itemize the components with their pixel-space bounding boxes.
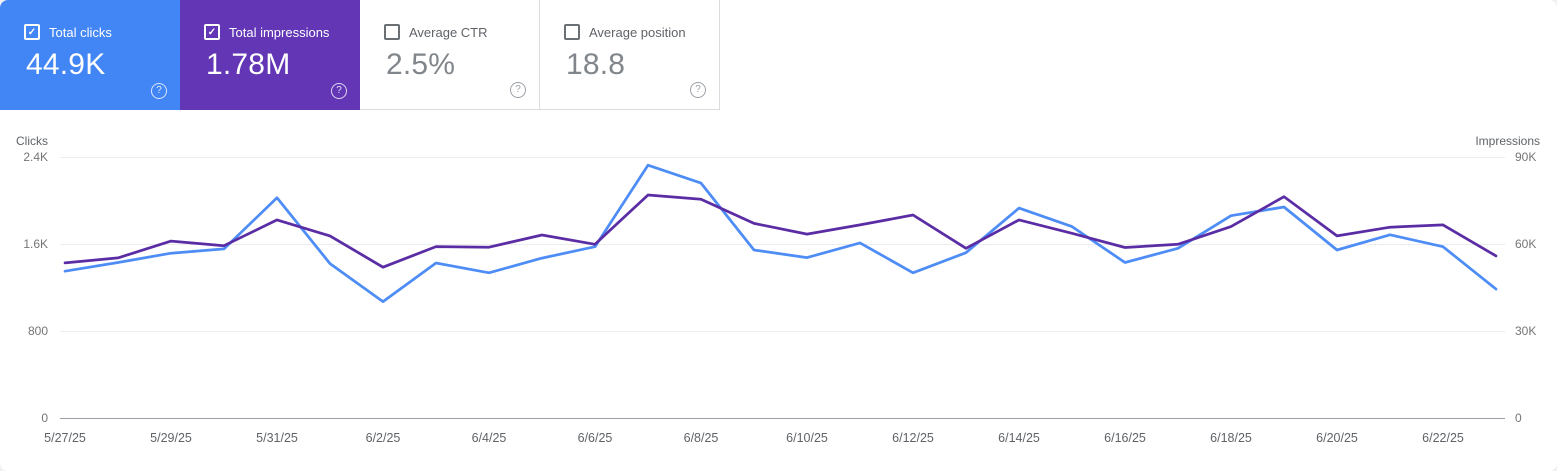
x-axis-label: 6/20/25 [1316,431,1358,445]
average-position-label: Average position [589,24,686,40]
total-impressions-checkbox[interactable]: ✓ [204,24,220,40]
average-position-checkbox[interactable] [564,24,580,40]
x-axis-label: 6/6/25 [577,431,613,445]
help-icon[interactable]: ? [331,83,347,99]
x-axis-label: 5/27/25 [44,431,86,445]
x-axis-label: 6/4/25 [471,431,507,445]
x-axis-label: 6/18/25 [1210,431,1252,445]
x-axis-label: 6/2/25 [365,431,401,445]
left-axis-title: Clicks [16,134,48,148]
total-impressions-line [63,193,1498,269]
left-axis-tick: 2.4K [23,150,48,164]
left-axis-tick: 800 [27,324,48,338]
gridline [60,157,1505,158]
card-total-impressions[interactable]: ✓ Total impressions 1.78M ? [180,0,360,110]
total-clicks-checkbox[interactable]: ✓ [24,24,40,40]
average-ctr-value: 2.5% [386,48,456,81]
average-ctr-checkbox[interactable] [384,24,400,40]
card-total-clicks-header: ✓ Total clicks [24,24,112,40]
total-impressions-label: Total impressions [229,24,330,40]
x-axis-label: 6/8/25 [683,431,719,445]
help-icon[interactable]: ? [151,83,167,99]
right-axis-tick: 60K [1515,237,1537,251]
card-total-clicks[interactable]: ✓ Total clicks 44.9K ? [0,0,180,110]
x-axis-label: 6/14/25 [998,431,1040,445]
card-average-ctr[interactable]: Average CTR 2.5% ? [360,0,540,110]
total-clicks-label: Total clicks [49,24,112,40]
help-icon[interactable]: ? [690,82,706,98]
average-ctr-label: Average CTR [409,24,488,40]
x-axis-label: 6/16/25 [1104,431,1146,445]
card-total-impressions-header: ✓ Total impressions [204,24,329,40]
card-average-position-header: Average position [564,24,686,40]
help-icon[interactable]: ? [510,82,526,98]
metric-cards-row: ✓ Total clicks 44.9K ? ✓ Total impressio… [0,0,720,110]
x-axis-label: 6/10/25 [786,431,828,445]
card-average-position[interactable]: Average position 18.8 ? [540,0,720,110]
gridline [60,244,1505,245]
card-average-ctr-header: Average CTR [384,24,488,40]
x-axis-baseline [60,418,1505,419]
total-impressions-value: 1.78M [206,48,291,81]
right-axis-tick: 90K [1515,150,1537,164]
right-axis-title: Impressions [1475,134,1540,148]
left-axis-tick: 1.6K [23,237,48,251]
right-axis-tick: 0 [1515,411,1522,425]
x-axis-label: 6/22/25 [1422,431,1464,445]
right-axis-tick: 30K [1515,324,1537,338]
total-clicks-line [63,163,1498,303]
x-axis-label: 6/12/25 [892,431,934,445]
x-axis-label: 5/31/25 [256,431,298,445]
left-axis-tick: 0 [41,411,48,425]
total-clicks-value: 44.9K [26,48,106,81]
gridline [60,331,1505,332]
x-axis-label: 5/29/25 [150,431,192,445]
average-position-value: 18.8 [566,48,626,81]
